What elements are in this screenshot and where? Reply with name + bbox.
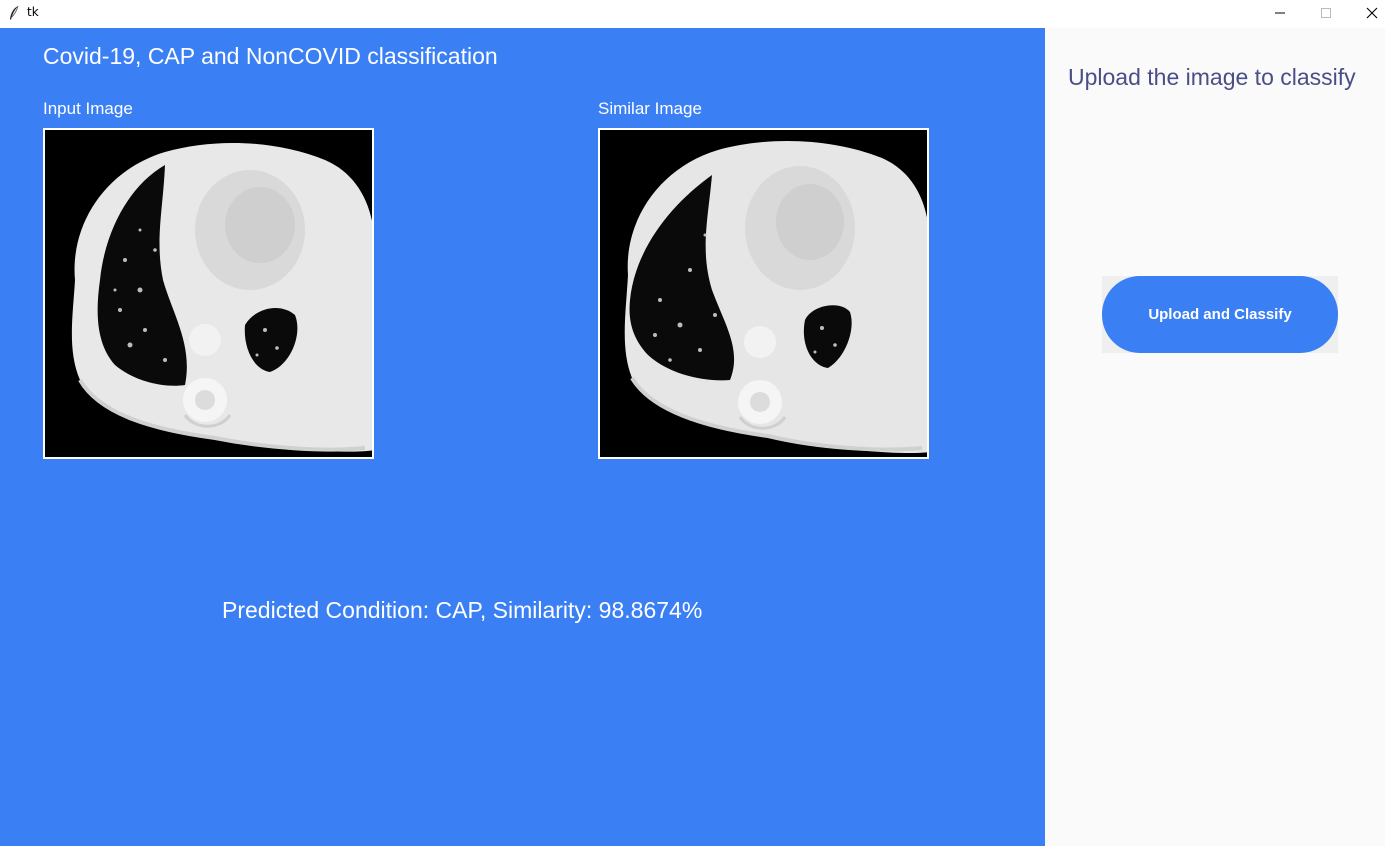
minimize-button[interactable] bbox=[1257, 0, 1303, 27]
page-title: Covid-19, CAP and NonCOVID classificatio… bbox=[43, 43, 498, 69]
feather-icon bbox=[8, 5, 20, 21]
input-image bbox=[43, 128, 374, 459]
similar-image bbox=[598, 128, 929, 459]
close-button[interactable] bbox=[1349, 0, 1385, 27]
close-icon bbox=[1366, 7, 1378, 19]
minimize-icon bbox=[1275, 12, 1285, 14]
upload-and-classify-button[interactable]: Upload and Classify bbox=[1102, 276, 1338, 353]
upload-heading: Upload the image to classify bbox=[1068, 64, 1356, 90]
input-image-label: Input Image bbox=[43, 99, 133, 118]
prediction-result: Predicted Condition: CAP, Similarity: 98… bbox=[222, 597, 703, 623]
main-panel: Covid-19, CAP and NonCOVID classificatio… bbox=[0, 28, 1045, 846]
similar-image-label: Similar Image bbox=[598, 99, 702, 118]
maximize-button[interactable] bbox=[1303, 0, 1349, 27]
window-title: tk bbox=[27, 5, 39, 19]
side-panel: Upload the image to classify Upload and … bbox=[1045, 28, 1385, 846]
maximize-icon bbox=[1321, 8, 1331, 18]
window-titlebar: tk bbox=[0, 0, 1385, 27]
